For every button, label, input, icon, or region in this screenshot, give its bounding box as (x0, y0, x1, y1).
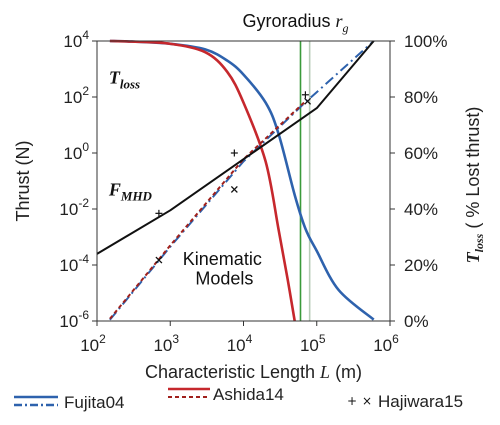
y-right-tick-label-3: 40% (404, 200, 438, 219)
x-tick-label-2: 104 (227, 332, 253, 355)
marker-hajiwara15-5-2 (301, 91, 309, 99)
marker-hajiwara15-6-2 (304, 97, 312, 105)
y-axis-left-title: Thrust (N) (13, 141, 33, 222)
y-left-tick-label-1: 102 (63, 84, 89, 107)
y-right-tick-label-1: 80% (404, 88, 438, 107)
legend: Fujita04 Ashida14 + × Hajiwara15 (14, 385, 463, 412)
gyroradius-label: Gyroradius rg (242, 11, 348, 35)
tick-labels: 102 103 104 105 106 104 102 100 10-2 10-4 10-6 100%… (59, 28, 447, 355)
y-right-tick-label-4: 20% (404, 256, 438, 275)
marker-hajiwara15-6-0 (155, 256, 163, 264)
x-axis-title: Characteristic Length L (m) (145, 362, 362, 382)
kinematic-label: Kinematic (183, 249, 262, 269)
series-line-fmhd-4 (96, 40, 375, 255)
x-tick-label-3: 105 (300, 332, 326, 355)
annotations: Gyroradius rg Tloss FMHD Kinematic Model… (108, 11, 349, 289)
y-right-tick-label-0: 100% (404, 32, 447, 51)
legend-label-ashida14: Ashida14 (213, 385, 284, 404)
legend-plus-marker: + (347, 394, 357, 408)
series-line-fujita04-2 (109, 40, 375, 321)
data-lines (96, 39, 375, 322)
data-markers (155, 91, 312, 264)
legend-item-fujita04: Fujita04 (14, 393, 124, 412)
tloss-label: Tloss (109, 68, 140, 92)
y-left-tick-label-0: 104 (63, 28, 89, 51)
x-tick-label-0: 102 (80, 332, 106, 355)
series-line-ashida14-1 (109, 39, 296, 322)
models-label: Models (195, 269, 253, 289)
y-right-tick-label-5: 0% (404, 312, 429, 331)
y-left-tick-label-5: 10-6 (59, 308, 89, 331)
x-tick-label-1: 103 (153, 332, 179, 355)
y-right-tick-label-2: 60% (404, 144, 438, 163)
legend-cross-marker: × (362, 394, 372, 408)
y-left-tick-label-3: 10-2 (59, 196, 89, 219)
y-left-tick-label-4: 10-4 (59, 252, 89, 275)
legend-item-ashida14: Ashida14 (168, 385, 284, 404)
y-left-tick-label-2: 100 (63, 140, 89, 163)
legend-label-hajiwara15: Hajiwara15 (378, 392, 463, 411)
legend-label-fujita04: Fujita04 (64, 393, 124, 412)
y-axis-right-title: Tloss ( % Lost thrust) (463, 107, 486, 264)
marker-hajiwara15-6-1 (230, 185, 238, 193)
marker-hajiwara15-5-1 (230, 149, 238, 157)
marker-hajiwara15-5-0 (155, 209, 163, 217)
fmhd-label: FMHD (108, 180, 153, 204)
x-tick-label-4: 106 (373, 332, 399, 355)
legend-item-hajiwara15: + × Hajiwara15 (347, 392, 463, 411)
